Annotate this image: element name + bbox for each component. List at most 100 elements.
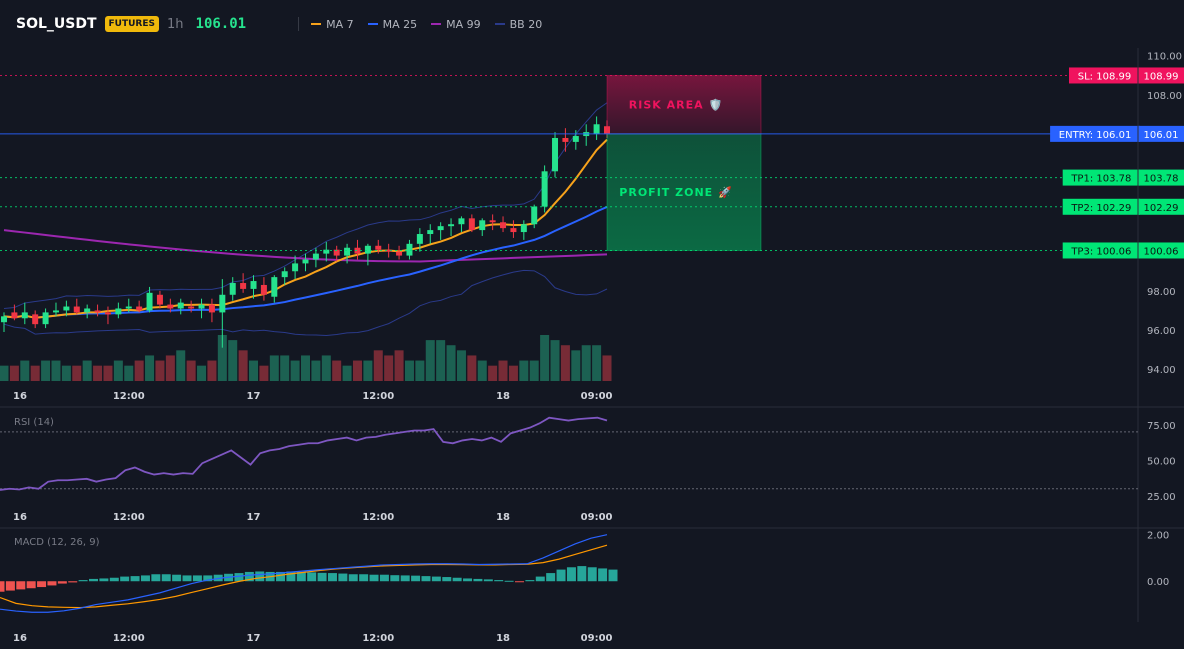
macd-histogram-bar	[130, 576, 140, 582]
macd-time-label: 17	[247, 633, 261, 644]
candle-body	[167, 304, 174, 309]
candle-body	[416, 234, 423, 244]
symbol-name[interactable]: SOL_USDT	[16, 16, 97, 32]
candle-body	[240, 283, 247, 289]
macd-histogram-bar	[379, 574, 389, 582]
candle-body	[479, 220, 486, 231]
volume-bar	[290, 360, 300, 381]
macd-histogram-bar	[390, 575, 400, 582]
candle-body	[406, 243, 413, 256]
candle-body	[323, 249, 330, 254]
volume-bar	[311, 360, 321, 381]
candle-body	[177, 302, 184, 309]
price-tick-label: 108.00	[1147, 91, 1182, 102]
macd-histogram-bar	[57, 581, 67, 584]
level-tag-1	[1050, 125, 1140, 142]
candle-body	[52, 310, 59, 313]
macd-histogram-bar	[587, 567, 597, 582]
candle-body	[312, 253, 319, 260]
level-price-text-2: 103.78	[1144, 174, 1179, 185]
macd-histogram-bar	[566, 567, 576, 582]
candle-body	[104, 312, 111, 315]
candle-body	[520, 224, 527, 233]
candle-body	[302, 259, 309, 264]
level-tag-text-3: TP2: 102.29	[1070, 203, 1131, 214]
volume-bar	[51, 360, 61, 381]
bb-swatch	[494, 23, 505, 25]
candle-body	[208, 304, 215, 313]
macd-histogram-bar	[120, 576, 130, 582]
level-price-text-3: 102.29	[1144, 203, 1179, 214]
macd-histogram-bar	[452, 577, 462, 582]
macd-histogram-bar	[442, 577, 452, 582]
volume-bar	[9, 365, 19, 381]
level-price-tag-2	[1138, 169, 1184, 186]
last-price: 106.01	[195, 16, 247, 32]
legend-ma7[interactable]: MA 7	[311, 18, 354, 31]
macd-histogram-bar	[463, 578, 473, 582]
legend-ma99[interactable]: MA 99	[431, 18, 481, 31]
macd-histogram-bar	[0, 581, 5, 592]
volume-bar	[550, 340, 560, 381]
candle-body	[11, 312, 18, 319]
candle-body	[115, 308, 122, 315]
volume-bar	[425, 340, 435, 381]
candle-body	[281, 271, 288, 278]
volume-bar	[467, 355, 477, 381]
volume-bar	[176, 350, 186, 381]
volume-bar	[280, 355, 290, 381]
macd-histogram-bar	[296, 571, 306, 582]
candle-body	[94, 310, 101, 313]
volume-bar	[332, 360, 342, 381]
macd-histogram-bar	[255, 571, 265, 582]
macd-histogram-bar	[317, 572, 327, 582]
macd-histogram-bar	[359, 574, 369, 582]
volume-bar	[446, 345, 456, 381]
price-time-label: 12:00	[113, 391, 145, 402]
rsi-time-label: 16	[13, 512, 27, 523]
volume-bar	[477, 360, 487, 381]
volume-bar	[415, 360, 425, 381]
volume-bar	[82, 360, 92, 381]
macd-histogram-bar	[276, 571, 286, 582]
macd-tick-label: 0.00	[1147, 577, 1169, 588]
candle-body	[188, 306, 195, 309]
ma25-label: MA 25	[382, 17, 418, 31]
candle-body	[1, 316, 7, 323]
volume-bar	[384, 355, 394, 381]
legend-ma25[interactable]: MA 25	[367, 17, 418, 31]
macd-histogram-bar	[172, 574, 182, 582]
macd-histogram-bar	[68, 581, 78, 583]
volume-bar	[571, 350, 581, 381]
volume-bar	[519, 360, 529, 381]
macd-histogram-bar	[307, 572, 317, 582]
volume-bar	[124, 365, 134, 381]
ma25-line	[3, 206, 608, 319]
candle-body	[21, 312, 28, 319]
bb-lower-line	[3, 269, 608, 336]
chart-legend: SOL_USDT FUTURES 1h 106.01 MA 7 MA 25 MA…	[16, 14, 556, 34]
macd-histogram-bar	[109, 577, 119, 582]
volume-bar	[207, 360, 217, 381]
volume-bar	[456, 350, 466, 381]
profit-zone	[606, 133, 762, 251]
legend-bb20[interactable]: BB 20	[494, 18, 542, 31]
macd-histogram-bar	[504, 580, 514, 582]
risk-area-label: RISK AREA 🛡️	[629, 99, 723, 112]
candle-body	[32, 314, 39, 325]
level-tag-4	[1062, 242, 1140, 259]
rsi-tick-label: 75.00	[1147, 421, 1176, 432]
price-tick-label: 96.00	[1147, 326, 1176, 337]
price-tick-label: 94.00	[1147, 365, 1176, 376]
timeframe-label[interactable]: 1h	[167, 16, 184, 32]
volume-bar	[20, 360, 30, 381]
macd-histogram-bar	[234, 573, 244, 582]
macd-histogram-bar	[244, 571, 254, 582]
volume-bar	[498, 360, 508, 381]
futures-badge: FUTURES	[104, 16, 159, 32]
volume-bar	[197, 365, 207, 381]
macd-histogram-bar	[514, 581, 524, 583]
volume-bar	[30, 365, 40, 381]
macd-time-label: 12:00	[362, 633, 394, 644]
